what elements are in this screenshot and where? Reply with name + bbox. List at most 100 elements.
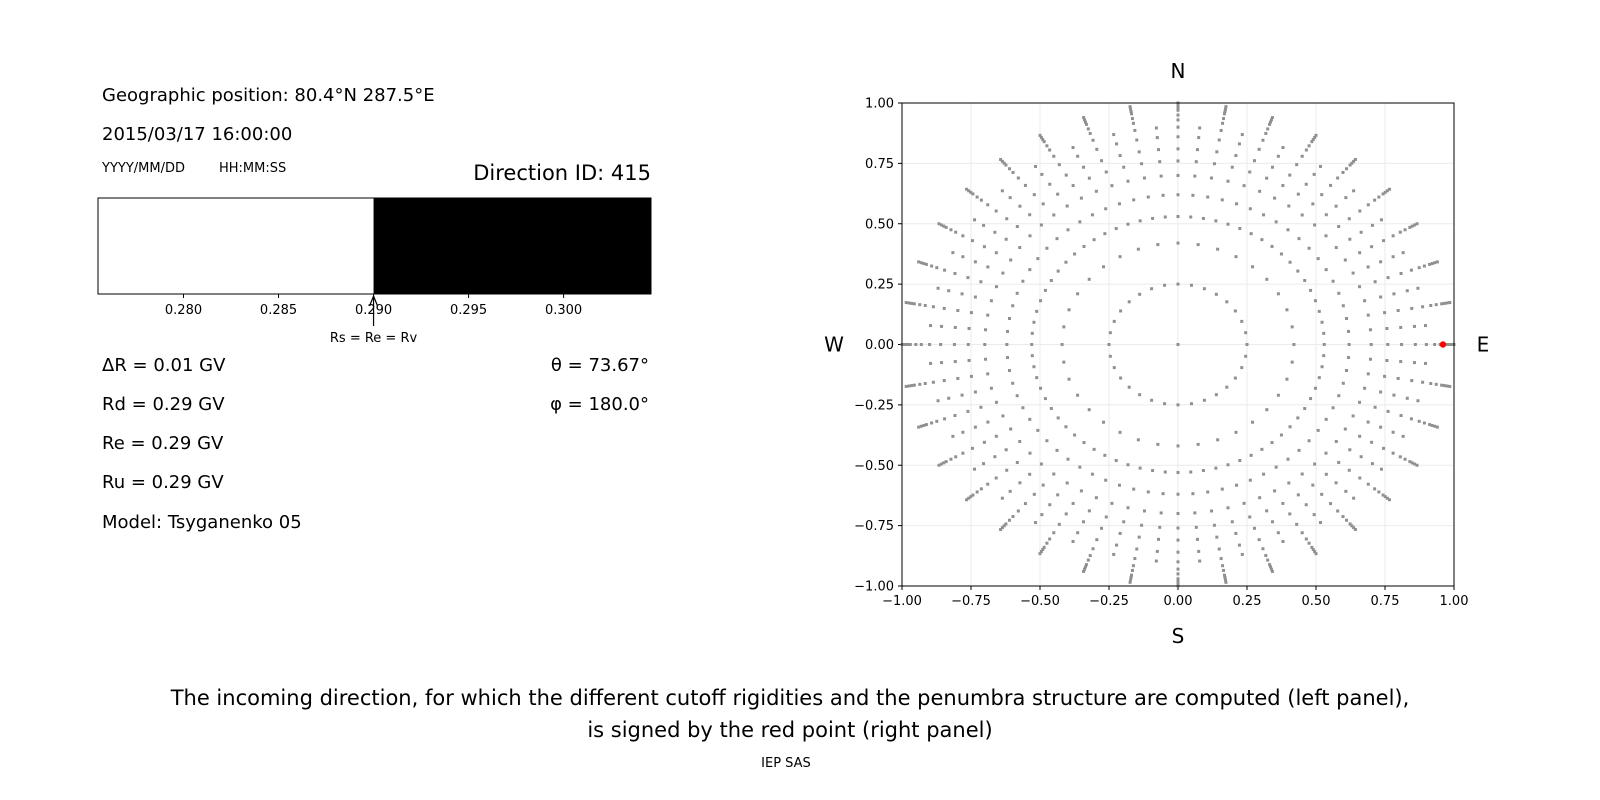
grid-point bbox=[1176, 470, 1180, 474]
grid-point bbox=[967, 496, 971, 500]
caption-line-1: The incoming direction, for which the di… bbox=[170, 686, 1410, 710]
grid-point bbox=[1410, 224, 1414, 228]
grid-point bbox=[1252, 526, 1256, 530]
grid-point bbox=[1415, 222, 1419, 226]
grid-point bbox=[1430, 262, 1434, 266]
grid-point bbox=[1157, 537, 1161, 541]
grid-point bbox=[1064, 425, 1068, 429]
grid-point bbox=[1189, 470, 1193, 474]
grid-point bbox=[1446, 343, 1450, 346]
grid-point bbox=[1090, 472, 1094, 476]
grid-point bbox=[1324, 234, 1328, 238]
grid-point bbox=[1382, 239, 1386, 243]
grid-point bbox=[1312, 513, 1316, 517]
grid-point bbox=[1076, 292, 1080, 296]
grid-point bbox=[1240, 552, 1244, 556]
grid-point bbox=[1358, 251, 1362, 255]
grid-point bbox=[1359, 455, 1363, 459]
grid-point bbox=[1421, 380, 1425, 384]
grid-point bbox=[1430, 423, 1434, 427]
grid-point bbox=[1286, 228, 1290, 232]
grid-point bbox=[1341, 170, 1345, 174]
grid-point bbox=[994, 251, 998, 255]
y-tick-label: 1.00 bbox=[865, 97, 894, 112]
y-tick-label: 0.25 bbox=[865, 278, 894, 293]
grid-point bbox=[1078, 220, 1082, 224]
grid-point bbox=[1126, 506, 1130, 510]
grid-point bbox=[1337, 460, 1341, 464]
y-tick-label: −0.25 bbox=[854, 398, 894, 413]
grid-point bbox=[1214, 393, 1218, 397]
grid-point bbox=[1311, 138, 1315, 142]
grid-point bbox=[993, 455, 997, 459]
grid-point bbox=[966, 276, 970, 280]
grid-point bbox=[1286, 457, 1290, 461]
grid-point bbox=[1158, 525, 1162, 529]
grid-point bbox=[1329, 183, 1333, 187]
grid-point bbox=[956, 376, 960, 380]
grid-point bbox=[1039, 462, 1043, 466]
grid-point bbox=[1028, 472, 1032, 476]
grid-point bbox=[1130, 112, 1134, 116]
grid-point bbox=[1015, 394, 1019, 398]
grid-point bbox=[1007, 518, 1011, 522]
grid-point bbox=[954, 455, 958, 459]
grid-point bbox=[1242, 501, 1246, 505]
grid-point bbox=[1423, 324, 1427, 328]
grid-point bbox=[1220, 487, 1224, 491]
grid-point bbox=[1028, 213, 1032, 217]
grid-point bbox=[966, 409, 970, 413]
grid-point bbox=[1215, 535, 1219, 539]
grid-point bbox=[1233, 376, 1237, 380]
grid-point bbox=[1011, 381, 1015, 385]
grid-point bbox=[1176, 113, 1180, 117]
grid-point bbox=[1386, 343, 1390, 346]
grid-point bbox=[1176, 173, 1180, 177]
x-tick-label: −1.00 bbox=[882, 594, 922, 609]
grid-point bbox=[1094, 496, 1098, 500]
grid-point bbox=[1217, 138, 1221, 142]
grid-point bbox=[1226, 179, 1230, 183]
grid-point bbox=[1083, 565, 1087, 569]
grid-point bbox=[1048, 537, 1052, 541]
grid-point bbox=[1399, 414, 1403, 418]
grid-point bbox=[1146, 490, 1150, 494]
grid-point bbox=[1313, 223, 1317, 227]
grid-point bbox=[994, 434, 998, 438]
grid-point bbox=[979, 405, 983, 409]
forbidden-band bbox=[98, 198, 374, 294]
x-tick-label: −0.75 bbox=[951, 594, 991, 609]
grid-point bbox=[1276, 292, 1280, 296]
grid-point bbox=[1382, 446, 1386, 450]
grid-point bbox=[1195, 148, 1199, 152]
grid-point bbox=[1138, 466, 1142, 470]
selected-direction-point bbox=[1439, 341, 1447, 348]
grid-point bbox=[1240, 133, 1244, 137]
grid-point bbox=[1127, 300, 1131, 304]
grid-point bbox=[1193, 174, 1197, 178]
grid-point bbox=[937, 222, 941, 226]
grid-point bbox=[1416, 399, 1420, 403]
grid-point bbox=[1039, 135, 1043, 139]
grid-point bbox=[1045, 439, 1049, 443]
grid-point bbox=[1405, 289, 1409, 293]
grid-point bbox=[1329, 502, 1333, 506]
grid-point bbox=[1429, 303, 1433, 307]
grid-point bbox=[1126, 463, 1130, 467]
grid-point bbox=[1234, 154, 1238, 158]
grid-point bbox=[975, 195, 979, 199]
grid-point bbox=[1297, 237, 1301, 241]
grid-point bbox=[1391, 255, 1395, 259]
grid-point bbox=[1249, 453, 1253, 457]
grid-point bbox=[1076, 393, 1080, 397]
grid-point bbox=[1337, 291, 1341, 295]
grid-point bbox=[949, 228, 953, 232]
grid-point bbox=[1237, 543, 1241, 547]
grid-point bbox=[1433, 261, 1437, 265]
grid-point bbox=[904, 301, 908, 305]
grid-point bbox=[1082, 520, 1086, 524]
grid-point bbox=[952, 343, 956, 346]
grid-point bbox=[979, 280, 983, 284]
grid-point bbox=[1206, 490, 1210, 494]
grid-point bbox=[1062, 325, 1066, 329]
